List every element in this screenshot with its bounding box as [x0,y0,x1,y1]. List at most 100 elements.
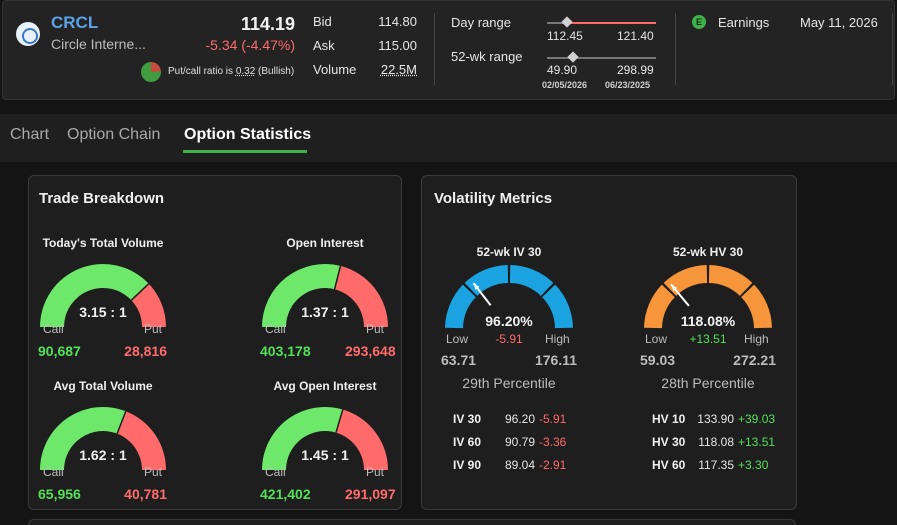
gauge-segment [464,265,509,296]
wk52-range-marker-icon [567,51,579,63]
volatility-panel: Volatility Metrics [421,175,797,510]
call-value: 403,178 [260,343,311,359]
metric-value: 118.08 [698,435,734,449]
tab-chart[interactable]: Chart [10,126,50,143]
hv-table-row: HV 10 133.90 +39.03 [652,412,802,428]
bid-value: 114.80 [378,14,417,29]
call-value: 90,687 [38,343,81,359]
put-call-value: 0.32 [235,66,256,77]
hv-52wk-low: 59.03 [640,352,676,368]
volume-value[interactable]: 22.5M [380,62,417,77]
call-put-gauge [262,264,388,327]
day-high: 121.40 [617,29,654,43]
metric-change: +39.03 [738,412,776,426]
put-value: 293,648 [345,343,396,359]
wk52-high-date: 06/23/2025 [605,80,651,90]
wk52-low: 49.90 [547,63,578,77]
put-arc [131,283,166,327]
put-call-prefix: Put/call ratio is [168,66,236,77]
gauge-split-line [116,411,127,434]
gauge-title: Avg Total Volume [53,379,153,393]
iv-52wk-low: 63.71 [441,352,477,368]
header-divider [434,13,435,85]
put-call-suffix: (Bullish) [255,66,295,77]
iv-table-row: IV 30 96.20 -5.91 [453,412,603,428]
put-arc [117,411,166,470]
gauge-segment [741,284,772,329]
active-tab-underline [183,150,307,153]
trade-breakdown-title: Trade Breakdown [39,190,165,207]
tab-option-chain[interactable]: Option Chain [67,126,161,143]
gauge-segment [445,284,476,329]
put-label: Put [144,322,163,336]
volatility-title: Volatility Metrics [434,190,553,207]
gauge-segment [644,284,675,329]
hv-52wk-high: 272.21 [733,352,776,368]
hv-change: +13.51 [689,332,727,346]
metric-change: -3.36 [539,435,567,449]
day-range-marker-icon [561,16,573,28]
call-label: Call [43,465,64,479]
metric-value: 90.79 [504,435,535,449]
call-arc [40,406,126,470]
needle-arrow-icon [473,283,480,290]
iv-change: -5.91 [495,332,523,346]
metric-change: +3.30 [738,458,769,472]
call-put-gauge [40,406,166,470]
wk52-high: 298.99 [617,63,654,77]
metric-value: 133.90 [697,412,734,426]
company-logo-icon [16,22,40,46]
day-range-fill [567,22,656,24]
metric-value: 117.35 [698,458,734,472]
iv-table-row: IV 90 89.04 -2.91 [453,458,603,474]
gauge-title: Open Interest [286,236,364,250]
hv-percentile: 28th Percentile [661,375,755,391]
earnings-date: May 11, 2026 [800,15,878,30]
put-value: 28,816 [124,343,167,359]
gauge-title: Avg Open Interest [273,379,377,393]
ask-value: 115.00 [378,38,417,53]
ticker-symbol[interactable]: CRCL [51,13,99,32]
gauge-segment [663,265,708,296]
trade-breakdown-panel: Trade Breakdown [28,175,402,510]
wk52-range-label: 52-wk range [451,49,523,64]
hv-percentile-gauge [644,265,772,329]
call-value: 421,402 [260,486,311,502]
volume-label: Volume [313,62,357,77]
tab-option-statistics[interactable]: Option Statistics [184,126,312,143]
needle-arrow-icon [671,284,678,291]
ask-label: Ask [313,38,335,53]
gauge-split-line [130,283,150,301]
put-call-pie-icon [141,62,161,82]
iv-52wk-high: 176.11 [534,352,577,368]
tab-bar [0,114,897,162]
call-put-ratio: 3.15 : 1 [79,304,127,320]
hv-current-value: 118.08% [680,313,736,329]
company-name: Circle Interne... [51,36,146,52]
put-arc [334,265,388,327]
metric-name: HV 10 [652,412,686,426]
call-label: Call [265,322,286,336]
day-range-bar [547,16,656,28]
header-divider [892,13,893,85]
put-arc [335,409,388,470]
low-label: Low [645,332,668,346]
wk52-range-bar [547,51,656,63]
iv-gauge-title: 52-wk IV 30 [476,245,542,259]
earnings-icon: E [692,15,706,29]
iv-percentile-gauge [445,265,573,329]
metric-change: -2.91 [539,458,567,472]
metric-name: IV 60 [453,435,482,449]
put-label: Put [144,465,163,479]
put-call-ratio[interactable]: Put/call ratio is 0.32 (Bullish) [168,66,294,77]
next-panel-edge [28,519,796,525]
call-arc [40,264,149,327]
call-put-ratio: 1.37 : 1 [301,304,349,320]
earnings-label: Earnings [718,15,770,30]
price-change: -5.34 (-4.47%) [205,37,295,53]
hv-table-row: HV 30 118.08 +13.51 [652,435,802,451]
gauge-title: Today's Total Volume [42,236,164,250]
metric-value: 89.04 [504,458,535,472]
metric-change: -5.91 [539,412,567,426]
call-label: Call [43,322,64,336]
